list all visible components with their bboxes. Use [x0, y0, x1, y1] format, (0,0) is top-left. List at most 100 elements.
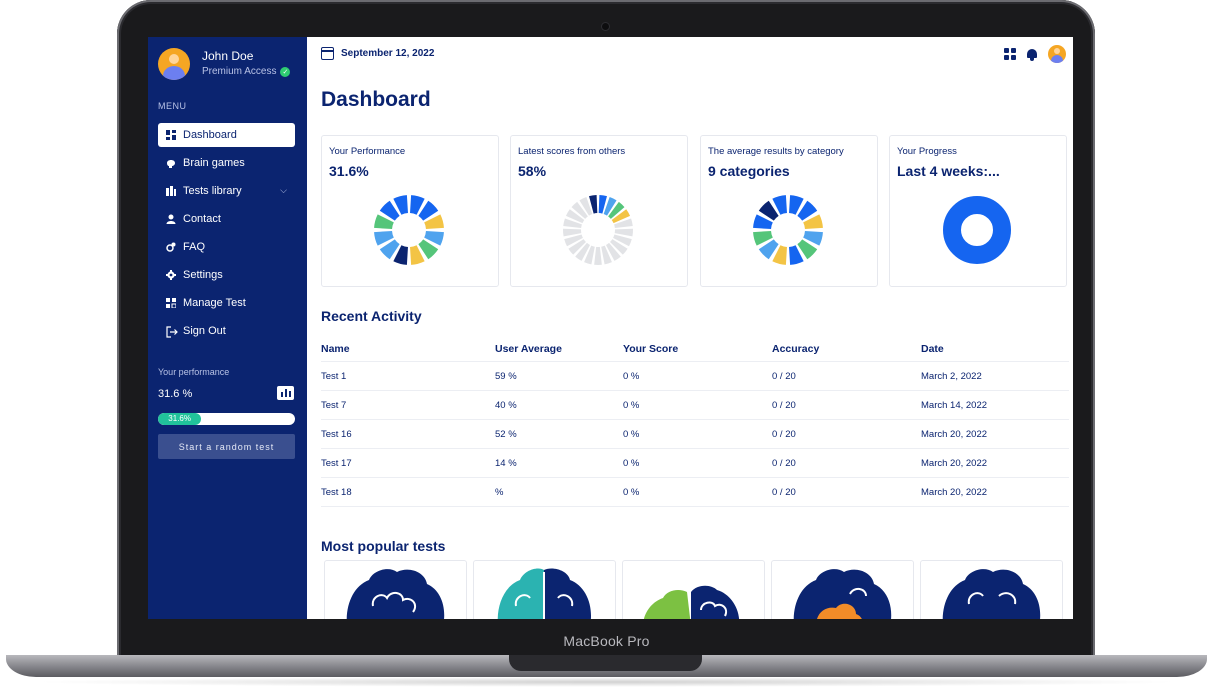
calendar-icon[interactable] [321, 47, 334, 60]
table-row[interactable]: Test 16 52 % 0 % 0 / 20 March 20, 2022 [321, 421, 1069, 449]
performance-label: Your performance [158, 367, 230, 377]
sidebar-item-sign-out[interactable]: Sign Out [158, 319, 295, 343]
donut-segment [758, 239, 779, 260]
column-header[interactable]: User Average [495, 343, 562, 355]
brain-icon [793, 569, 892, 619]
cell-your-score: 0 % [623, 371, 640, 382]
user-name: John Doe [202, 49, 254, 63]
device-label: MacBook Pro [563, 633, 650, 649]
brain-icon [497, 568, 591, 619]
donut-segment [410, 245, 425, 265]
donut-segment [579, 196, 593, 216]
apps-grid-icon[interactable] [1004, 48, 1016, 60]
donut-segment [584, 245, 595, 265]
donut-segment [563, 218, 582, 229]
card-value: 58% [518, 163, 547, 179]
table-row[interactable]: Test 1 59 % 0 % 0 / 20 March 2, 2022 [321, 363, 1069, 391]
donut-segment [393, 245, 408, 265]
cell-name: Test 18 [321, 487, 352, 498]
donut-segment [379, 239, 400, 260]
donut-segment [789, 195, 804, 215]
sidebar-item-dashboard[interactable]: Dashboard [158, 123, 295, 147]
user-plan-label: Premium Access [202, 66, 277, 77]
sidebar-item-brain-games[interactable]: Brain games [158, 151, 295, 175]
sidebar-item-label: Tests library [183, 185, 242, 197]
table-row[interactable]: Test 18 % 0 % 0 / 20 March 20, 2022 [321, 479, 1069, 507]
sidebar-item-tests-library[interactable]: Tests library ⌵ [158, 179, 295, 203]
performance-progress: 31.6% [158, 413, 295, 425]
sidebar-nav: Dashboard Brain games Tests library ⌵ C [158, 123, 295, 347]
brain-icon [942, 569, 1041, 619]
sidebar-item-label: Contact [183, 213, 221, 225]
donut-segment [613, 234, 632, 247]
main-content: September 12, 2022 Dashboard Your Perfor… [307, 37, 1073, 619]
sidebar-item-contact[interactable]: Contact [158, 207, 295, 231]
column-header[interactable]: Name [321, 343, 350, 355]
table-row[interactable]: Test 7 40 % 0 % 0 / 20 March 14, 2022 [321, 392, 1069, 420]
donut-segment [393, 195, 408, 215]
bell-icon[interactable] [1026, 48, 1038, 61]
cell-your-score: 0 % [623, 458, 640, 469]
cell-date: March 2, 2022 [921, 371, 982, 382]
column-header[interactable]: Date [921, 343, 944, 355]
card-performance[interactable]: Your Performance 31.6% [321, 135, 499, 287]
donut-segment [803, 214, 823, 229]
check-icon: ✓ [280, 66, 291, 77]
cell-name: Test 16 [321, 429, 352, 440]
card-title: Your Progress [897, 146, 957, 157]
donut-segment [803, 231, 823, 246]
avatar[interactable] [158, 48, 190, 80]
laptop-shadow [30, 677, 1183, 687]
table-row[interactable]: Test 17 14 % 0 % 0 / 20 March 20, 2022 [321, 450, 1069, 478]
donut-segment [374, 214, 394, 229]
cell-accuracy: 0 / 20 [772, 400, 796, 411]
donut-segment [772, 195, 787, 215]
cell-name: Test 17 [321, 458, 352, 469]
cell-accuracy: 0 / 20 [772, 487, 796, 498]
gear-icon [166, 270, 176, 280]
latest-scores-donut [563, 195, 633, 265]
test-card[interactable] [771, 560, 914, 619]
page-title: Dashboard [321, 88, 431, 111]
test-card[interactable] [920, 560, 1063, 619]
chart-icon[interactable] [277, 386, 294, 400]
random-test-button[interactable]: Start a random test [158, 434, 295, 459]
categories-donut [753, 195, 823, 265]
donut-segment [758, 200, 779, 221]
sidebar-item-faq[interactable]: FAQ [158, 235, 295, 259]
sidebar-item-settings[interactable]: Settings [158, 263, 295, 287]
cell-name: Test 7 [321, 400, 347, 411]
test-card[interactable] [622, 560, 765, 619]
donut-segment [611, 209, 631, 224]
donut-segment [614, 228, 633, 237]
test-card[interactable] [324, 560, 467, 619]
header-actions [1004, 45, 1066, 63]
avatar[interactable] [1048, 45, 1066, 63]
cell-your-score: 0 % [623, 487, 640, 498]
cell-accuracy: 0 / 20 [772, 429, 796, 440]
donut-segment [753, 231, 773, 246]
stats-cards: Your Performance 31.6% Latest scores fro… [321, 135, 1068, 287]
cell-user-average: 14 % [495, 458, 517, 469]
column-header[interactable]: Accuracy [772, 343, 820, 355]
column-header[interactable]: Your Score [623, 343, 679, 355]
user-plan: Premium Access ✓ [202, 66, 291, 77]
donut-segment [589, 195, 598, 214]
popular-tests-title: Most popular tests [321, 538, 446, 554]
donut-segment [424, 231, 444, 246]
donut-segment [605, 242, 621, 261]
card-average-results[interactable]: The average results by category 9 catego… [700, 135, 878, 287]
brain-icon [643, 585, 740, 619]
donut-segment [608, 201, 625, 219]
card-latest-scores[interactable]: Latest scores from others 58% [510, 135, 688, 287]
camera-icon [602, 23, 609, 30]
test-card[interactable] [473, 560, 616, 619]
sidebar-item-manage-test[interactable]: Manage Test [158, 291, 295, 315]
card-value: 9 categories [708, 163, 790, 179]
chevron-down-icon[interactable]: ⌵ [280, 185, 287, 195]
recent-activity-title: Recent Activity [321, 308, 422, 324]
cell-accuracy: 0 / 20 [772, 458, 796, 469]
sign-out-icon [166, 326, 178, 338]
card-progress[interactable]: Your Progress Last 4 weeks:... [889, 135, 1067, 287]
cell-accuracy: 0 / 20 [772, 371, 796, 382]
